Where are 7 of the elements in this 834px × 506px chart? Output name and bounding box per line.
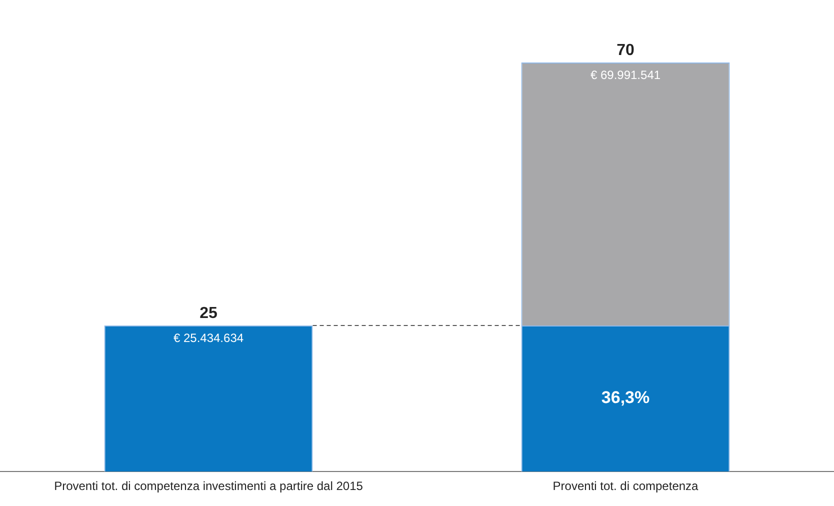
- data-label: 25: [200, 304, 218, 322]
- total-label: 70: [616, 42, 634, 59]
- annotation: € 25.434.634: [173, 330, 244, 345]
- annotation: € 69.991.541: [590, 68, 661, 82]
- annotation: 36,3%: [601, 388, 650, 408]
- x-tick-label: Proventi tot. di competenza investimenti a partire dal 2015: [54, 479, 364, 494]
- x-tick-label: Proventi tot. di competenza: [552, 479, 699, 494]
